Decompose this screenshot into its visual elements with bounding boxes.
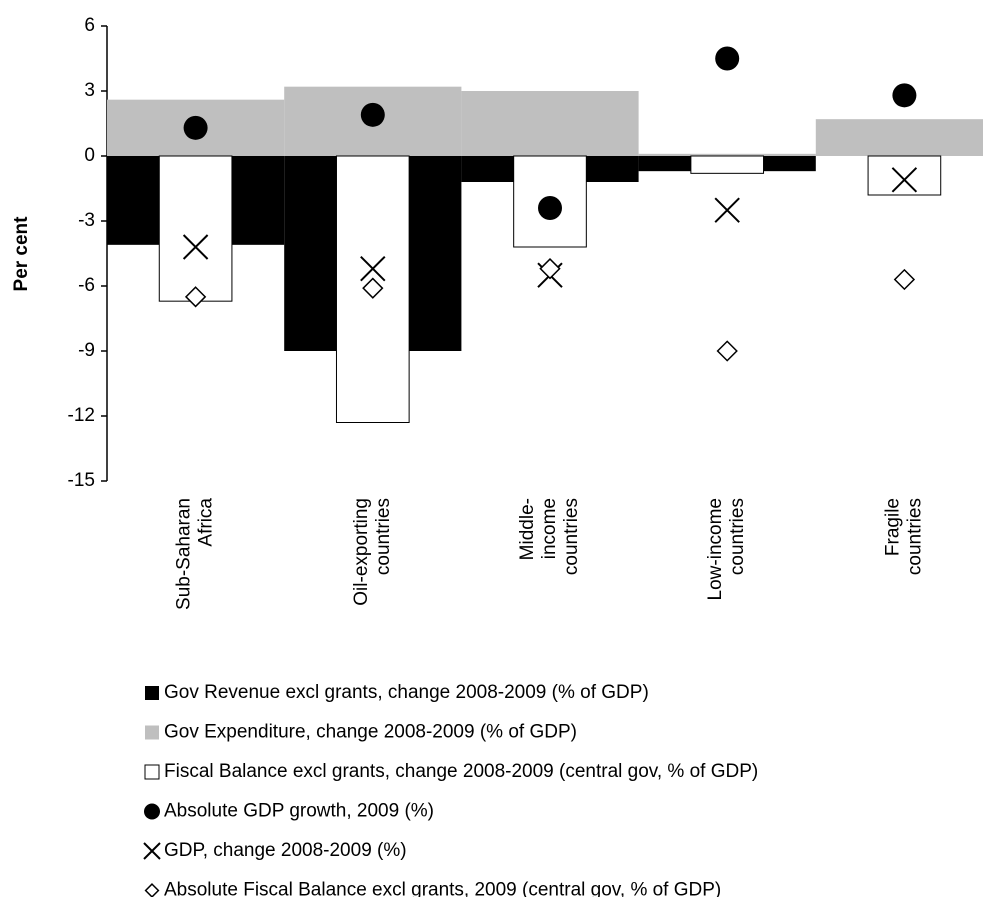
marker-diamond — [144, 883, 160, 897]
y-tick-label: 6 — [84, 15, 95, 36]
y-tick-label: 0 — [84, 145, 95, 166]
x-tick-label: countries — [904, 498, 925, 575]
marker-x — [360, 255, 386, 282]
marker-circle — [360, 102, 385, 127]
legend-swatch — [145, 686, 159, 700]
y-tick-label: -9 — [78, 340, 95, 361]
legend-label: Absolute GDP growth, 2009 (%) — [164, 801, 434, 822]
marker-x — [891, 167, 918, 193]
legend-swatch — [144, 764, 160, 780]
marker-x — [143, 842, 161, 860]
bar — [158, 155, 233, 302]
bar — [638, 153, 816, 156]
marker-diamond — [362, 277, 384, 299]
x-tick-label: countries — [561, 498, 582, 575]
y-tick-label: -3 — [78, 210, 95, 231]
y-tick-label: -12 — [68, 405, 95, 426]
bar — [867, 155, 942, 196]
marker-circle — [892, 83, 917, 108]
legend-label: Fiscal Balance excl grants, change 2008-… — [164, 761, 758, 782]
y-axis-label: Per cent — [11, 216, 32, 292]
bar — [815, 119, 983, 156]
legend-label: GDP, change 2008-2009 (%) — [164, 840, 407, 861]
marker-diamond — [716, 340, 738, 362]
marker-diamond — [184, 286, 207, 308]
x-tick-label: countries — [727, 498, 748, 575]
y-tick-label: 3 — [84, 80, 95, 101]
legend-marker — [144, 803, 160, 820]
marker-circle — [144, 803, 160, 820]
x-tick-label: income — [539, 498, 560, 559]
x-tick-label: Fragile — [882, 498, 903, 556]
y-tick-label: -6 — [78, 275, 95, 296]
x-tick-label: Africa — [196, 498, 217, 547]
marker-x — [182, 234, 209, 260]
legend-label: Gov Expenditure, change 2008-2009 (% of … — [164, 722, 577, 743]
legend-marker — [144, 883, 160, 897]
x-tick-label: Middle- — [517, 498, 538, 560]
y-tick-label: -15 — [68, 470, 95, 491]
x-tick-label: Low-income — [705, 498, 726, 600]
marker-circle — [538, 196, 562, 220]
bar — [513, 155, 587, 248]
legend-swatch — [145, 725, 159, 740]
marker-circle — [183, 115, 208, 140]
bar — [690, 155, 765, 174]
x-tick-label: countries — [373, 498, 394, 575]
legend-marker — [143, 842, 161, 860]
legend-label: Absolute Fiscal Balance excl grants, 200… — [164, 880, 721, 897]
bar — [461, 91, 639, 156]
legend-label: Gov Revenue excl grants, change 2008-200… — [164, 682, 649, 703]
marker-diamond — [893, 268, 916, 291]
x-tick-label: Sub-Saharan — [174, 498, 195, 610]
marker-circle — [715, 46, 740, 71]
x-tick-label: Oil-exporting — [351, 498, 372, 606]
marker-diamond — [539, 258, 561, 280]
marker-x — [714, 197, 740, 223]
